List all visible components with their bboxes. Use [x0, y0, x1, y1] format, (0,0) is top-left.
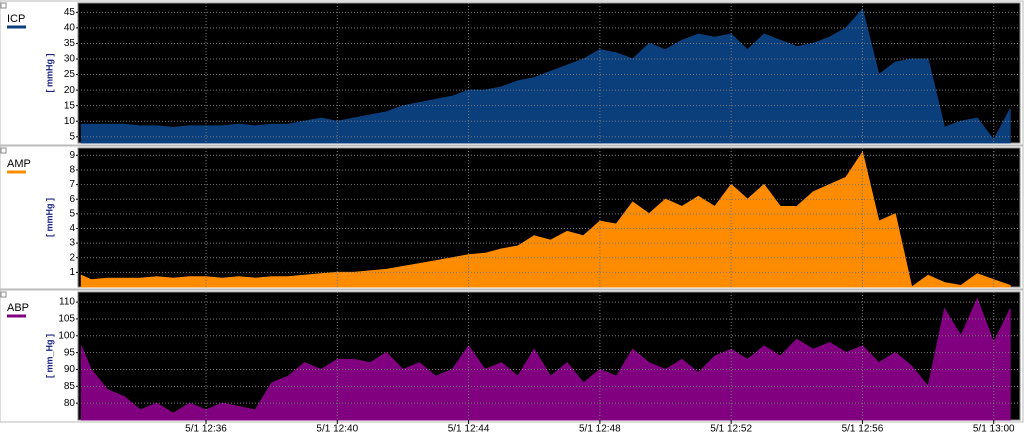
y-tick-label: 105 [58, 314, 75, 325]
x-tick-label: 5/1 12:44 [448, 424, 490, 435]
y-tick-label: 110 [59, 297, 75, 308]
y-tick-label: 1 [69, 267, 75, 278]
y-tick-label: 85 [64, 381, 76, 392]
y-tick-label: 80 [64, 398, 76, 409]
legend-label: ICP [7, 13, 25, 25]
x-tick-label: 5/1 12:40 [316, 424, 358, 435]
y-tick-label: 25 [64, 69, 76, 80]
y-tick-label: 9 [69, 150, 75, 161]
y-tick-label: 35 [64, 38, 76, 49]
x-tick-label: 5/1 12:52 [710, 424, 752, 435]
legend-label: ABP [7, 302, 29, 314]
legend-box [0, 2, 7, 9]
x-tick-label: 5/1 12:48 [579, 424, 621, 435]
legend-label: AMP [7, 158, 31, 170]
y-tick-label: 6 [69, 194, 75, 205]
y-tick-label: 40 [64, 23, 76, 34]
x-tick-label: 5/1 13:00 [973, 424, 1015, 435]
y-tick-label: 100 [58, 330, 75, 341]
y-tick-label: 8 [69, 165, 75, 176]
y-tick-label: 90 [64, 364, 76, 375]
area [80, 8, 1011, 144]
y-tick-label: 45 [64, 7, 76, 18]
y-tick-label: 30 [64, 54, 76, 65]
y-tick-label: 95 [64, 347, 76, 358]
y-axis-title: [ mm_Hg ] [44, 334, 54, 378]
legend-box [0, 291, 7, 298]
legend-box [0, 147, 7, 154]
x-tick-label: 5/1 12:56 [842, 424, 884, 435]
y-tick-label: 7 [69, 179, 75, 190]
y-tick-label: 20 [64, 85, 76, 96]
y-tick-label: 3 [69, 238, 75, 249]
y-tick-label: 2 [69, 252, 75, 263]
y-tick-label: 15 [64, 100, 76, 111]
y-tick-label: 5 [69, 131, 75, 142]
x-tick-label: 5/1 12:36 [185, 424, 227, 435]
area [80, 297, 1011, 421]
y-tick-label: 10 [64, 116, 76, 127]
y-tick-label: 5 [69, 208, 75, 219]
y-axis-title: [ mmHg ] [44, 54, 54, 93]
area [80, 151, 1011, 288]
y-tick-label: 4 [69, 223, 75, 234]
y-axis-title: [ mmHg ] [44, 198, 54, 237]
